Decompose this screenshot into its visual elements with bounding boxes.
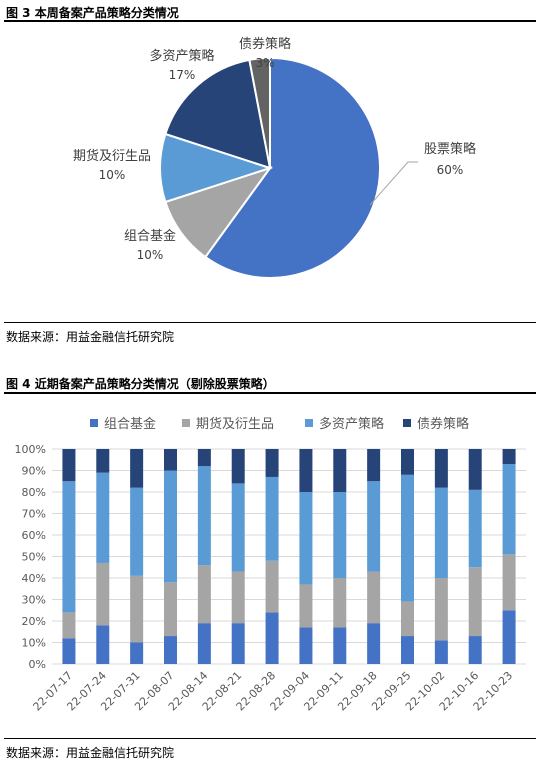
bar-segment xyxy=(401,601,414,637)
stacked-bar-chart: 组合基金 期货及衍生品 多资产策略 债券策略 0% 10% 20% 30% 40% 50% 60% 7… xyxy=(15,416,526,713)
bar-segment xyxy=(367,571,381,624)
legend-swatch xyxy=(90,419,98,427)
pie-leader-line xyxy=(369,161,418,206)
bar-segment xyxy=(265,476,279,561)
y-tick-label: 40% xyxy=(22,572,46,585)
bar-segment xyxy=(231,623,245,664)
figure-3-title: 图 3 本周备案产品策略分类情况 xyxy=(6,6,179,20)
bar-segment xyxy=(130,575,144,643)
y-tick-label: 80% xyxy=(22,486,46,499)
pie-label: 期货及衍生品 xyxy=(73,148,151,164)
bar-segment xyxy=(265,612,279,664)
figure-4-title: 图 4 近期备案产品策略分类情况（剔除股票策略） xyxy=(6,377,275,391)
pie-value-label: 10% xyxy=(137,248,164,262)
bar-segment xyxy=(164,636,177,664)
bar-segment xyxy=(401,449,414,475)
pie-value-label: 10% xyxy=(99,168,126,182)
legend-label: 债券策略 xyxy=(417,416,469,432)
pie-slice-4 xyxy=(164,58,272,170)
bar-segment xyxy=(130,487,144,576)
bar-segment xyxy=(130,642,144,664)
figure-3-bottom-rule xyxy=(4,322,536,323)
bar-segment xyxy=(333,449,347,492)
bar-segment xyxy=(62,481,76,613)
y-tick-label: 90% xyxy=(22,465,46,478)
y-tick-label: 20% xyxy=(22,615,46,628)
bar-segment xyxy=(164,470,177,583)
bar-segment xyxy=(434,449,448,488)
legend-swatch xyxy=(403,419,411,427)
figure-3-source: 数据来源：用益金融信托研究院 xyxy=(6,330,175,344)
legend-swatch xyxy=(182,419,190,427)
bar-segment xyxy=(401,474,414,602)
bar-segment xyxy=(62,612,76,639)
bar-segment xyxy=(468,489,482,568)
figure-4-bottom-rule xyxy=(4,738,536,739)
pie-label: 债券策略 xyxy=(239,36,291,52)
y-tick-label: 30% xyxy=(22,594,46,607)
bar-segment xyxy=(299,449,313,492)
bar-segment xyxy=(96,562,110,626)
bar-segment xyxy=(468,449,482,490)
bar-segment xyxy=(231,483,245,572)
y-tick-label: 60% xyxy=(22,529,46,542)
legend-label: 期货及衍生品 xyxy=(196,416,274,432)
bar-segment xyxy=(265,560,279,613)
pie-slice-5 xyxy=(248,56,271,169)
pie-label: 多资产策略 xyxy=(149,48,214,64)
bar-segment xyxy=(130,449,144,488)
figure-4-top-rule xyxy=(4,392,536,394)
bar-segment xyxy=(96,472,110,563)
bar-segment xyxy=(62,449,76,482)
bar-segment xyxy=(265,449,279,477)
pie-slice-1 xyxy=(203,56,381,279)
bar-segment xyxy=(197,623,211,664)
bar-segment xyxy=(197,449,211,467)
bar-segment xyxy=(333,627,347,664)
pie-label: 股票策略 xyxy=(424,141,476,157)
bar-segment xyxy=(434,487,448,578)
y-tick-label: 100% xyxy=(15,443,46,456)
pie-chart: 股票策略 60% 组合基金 10% 期货及衍生品 10% 多资产策略 17% 债券策略 3% xyxy=(73,36,476,279)
y-tick-label: 50% xyxy=(22,551,46,564)
y-tick-label: 0% xyxy=(29,658,46,671)
bar-segment xyxy=(164,582,177,637)
legend-swatch xyxy=(305,419,313,427)
legend-label: 组合基金 xyxy=(104,416,156,432)
bar-segment xyxy=(367,449,381,482)
bar-segment xyxy=(401,636,414,664)
bar-segment xyxy=(197,466,211,566)
pie-value-label: 60% xyxy=(437,163,464,177)
bar-segment xyxy=(231,449,245,484)
bar-segment xyxy=(468,567,482,637)
bar-segment xyxy=(96,625,110,664)
bar-segment xyxy=(502,464,516,555)
bar-segment xyxy=(96,449,110,473)
bar-segment xyxy=(231,571,245,624)
bar-segment xyxy=(434,640,448,664)
bar-segment xyxy=(164,449,177,471)
bar-segment xyxy=(468,636,482,664)
bar-segment xyxy=(333,492,347,578)
y-tick-label: 70% xyxy=(22,508,46,521)
bar-segment xyxy=(367,623,381,664)
figure-4-source: 数据来源：用益金融信托研究院 xyxy=(6,746,175,760)
bar-segment xyxy=(62,638,76,664)
bar-segment xyxy=(367,481,381,572)
bar-segment xyxy=(197,565,211,624)
pie-value-label: 3% xyxy=(255,56,274,70)
bar-segment xyxy=(299,627,313,664)
bar-segment xyxy=(434,578,448,641)
y-tick-label: 10% xyxy=(22,637,46,650)
pie-label: 组合基金 xyxy=(124,228,176,244)
bar-segment xyxy=(299,584,313,628)
bar-segment xyxy=(333,578,347,628)
bar-segment xyxy=(502,554,516,611)
bar-segment xyxy=(299,492,313,585)
top-rule xyxy=(4,20,536,22)
legend-label: 多资产策略 xyxy=(319,416,384,432)
bar-segment xyxy=(502,449,516,465)
pie-value-label: 17% xyxy=(169,68,196,82)
bar-segment xyxy=(502,610,516,664)
